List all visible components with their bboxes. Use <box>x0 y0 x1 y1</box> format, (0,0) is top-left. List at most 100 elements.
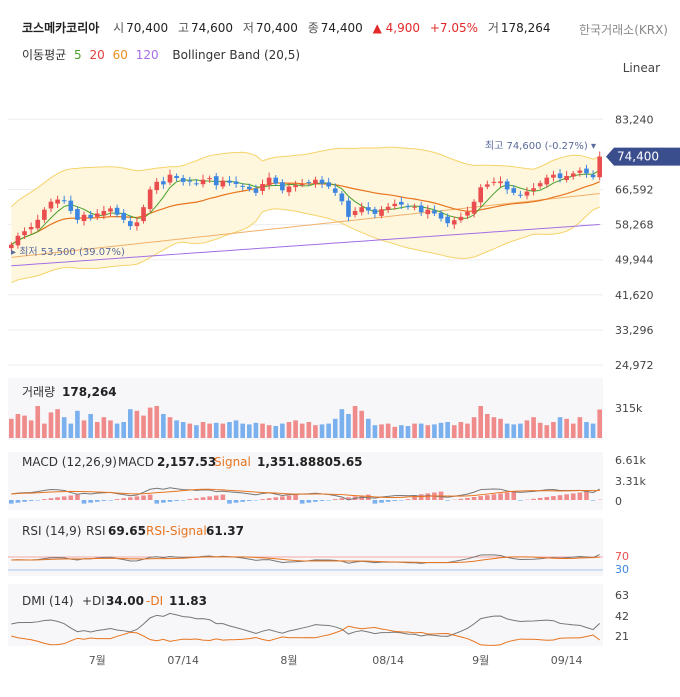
x-tick-label: 9월 <box>472 654 489 667</box>
candle-body <box>180 178 186 182</box>
dmi-tick-label: 42 <box>615 610 629 623</box>
low-label: 저 <box>242 21 254 35</box>
candle-body <box>233 181 239 184</box>
candle-body <box>590 174 596 178</box>
close-value: 74,400 <box>320 21 363 35</box>
macd-histogram-bar <box>220 494 226 500</box>
volume-bar <box>35 406 41 438</box>
volume-bar <box>379 424 384 438</box>
volume-label: 거 <box>487 21 499 35</box>
dmi-plus-value: 34.00 <box>106 594 144 608</box>
candle-body <box>174 175 179 179</box>
macd-histogram-bar <box>385 500 391 502</box>
macd-histogram-bar <box>458 498 464 500</box>
candle-body <box>299 183 305 185</box>
macd-histogram-bar <box>319 500 325 501</box>
candle-body <box>484 184 490 187</box>
low-value: 70,400 <box>255 21 298 35</box>
candle-body <box>141 207 146 222</box>
volume-bar <box>372 425 378 438</box>
ma5-label: 5 <box>74 48 82 62</box>
candle-body <box>240 185 246 187</box>
candle-body <box>75 209 80 220</box>
volume-bar <box>418 423 424 438</box>
volume-bar <box>180 422 186 438</box>
change-percent: +7.05% <box>429 21 479 35</box>
indicator-legend[interactable]: 이동평균 5 20 60 120 Bollinger Band (20,5) <box>22 46 304 63</box>
volume-bar <box>187 423 193 438</box>
candle-body <box>570 173 576 177</box>
volume-bar <box>570 423 576 438</box>
candle-body <box>28 226 34 230</box>
volume-bar <box>213 422 219 438</box>
current-price-tag <box>606 147 680 166</box>
candle-body <box>306 182 312 184</box>
candle-body <box>478 187 484 203</box>
macd-histogram-bar <box>332 499 338 500</box>
volume-bar <box>299 423 305 438</box>
bollinger-label: Bollinger Band (20,5) <box>172 48 301 62</box>
volume-bar <box>240 423 246 438</box>
macd-panel <box>8 452 603 510</box>
volume-bar <box>557 417 563 438</box>
exchange-label: 한국거래소(KRX) <box>579 23 668 37</box>
macd-histogram-bar <box>564 494 569 500</box>
macd-histogram-bar <box>399 500 404 501</box>
candle-body <box>108 208 113 212</box>
macd-histogram-bar <box>75 494 80 500</box>
candle-body <box>266 177 272 186</box>
macd-histogram-bar <box>134 496 140 500</box>
candle-body <box>432 210 437 214</box>
volume-bar <box>141 415 146 438</box>
volume-bar <box>458 422 464 438</box>
ma20-line <box>10 181 600 246</box>
macd-histogram-bar <box>445 500 450 501</box>
macd-histogram-bar <box>200 497 206 500</box>
ma60-line <box>11 193 600 258</box>
rsi-series-name: RSI <box>86 524 106 538</box>
macd-histogram-bar <box>55 497 60 500</box>
macd-histogram-bar <box>478 496 484 500</box>
scale-mode-toggle[interactable]: Linear <box>622 61 660 75</box>
volume-bar <box>154 406 160 438</box>
candle-body <box>597 156 603 178</box>
candle-body <box>61 200 67 202</box>
macd-tick-label: 0 <box>615 495 622 508</box>
rsi-title: RSI (14,9) <box>22 524 81 538</box>
volume-bar <box>491 417 497 438</box>
candle-body <box>48 201 54 209</box>
macd-histogram-bar <box>405 499 411 500</box>
stock-name: 코스메카코리아 <box>22 21 100 35</box>
macd-histogram-bar <box>392 500 398 501</box>
candle-body <box>498 181 503 184</box>
dmi-minus-name: -DI <box>146 594 163 608</box>
volume-bar <box>432 424 437 438</box>
macd-histogram-bar <box>544 497 550 500</box>
volume-bar <box>161 414 166 438</box>
ma60-label: 60 <box>112 48 128 62</box>
candle-body <box>313 179 318 184</box>
volume-bar <box>61 417 67 438</box>
candle-body <box>253 188 259 193</box>
candle-body <box>425 209 431 215</box>
macd-histogram-bar <box>61 496 67 500</box>
macd-histogram-bar <box>260 499 265 500</box>
x-tick-label: 8월 <box>280 654 297 667</box>
ma-label: 이동평균 <box>22 48 67 62</box>
volume-bar <box>471 417 477 438</box>
candle-body <box>147 189 153 210</box>
macd-signal-name: Signal <box>214 455 251 469</box>
volume-bar <box>127 409 133 438</box>
volume-bar <box>220 423 226 438</box>
candle-body <box>359 207 365 213</box>
volume-bar <box>147 407 153 438</box>
volume-bar <box>260 423 265 438</box>
dmi-plus-line <box>11 612 601 637</box>
macd-histogram-bar <box>28 500 34 501</box>
dmi-tick-label: 63 <box>615 589 629 602</box>
volume-bar <box>15 414 21 438</box>
macd-histogram-bar <box>48 498 54 500</box>
candle-body <box>518 194 523 196</box>
volume-bar <box>200 422 206 438</box>
